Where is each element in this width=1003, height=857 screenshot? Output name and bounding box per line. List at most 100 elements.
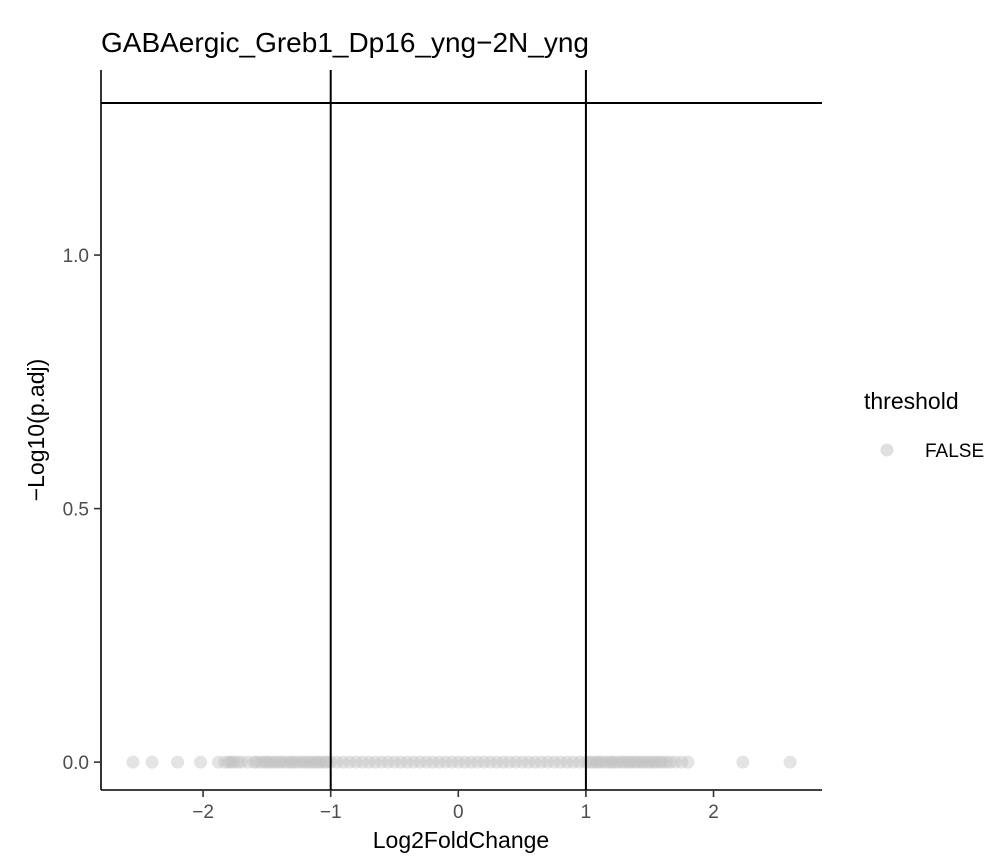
data-point	[553, 755, 567, 769]
data-point	[470, 755, 484, 769]
x-tick-label: −1	[320, 802, 342, 823]
legend-marker-false	[880, 443, 894, 457]
data-point	[419, 755, 433, 769]
data-point	[250, 755, 264, 769]
data-point	[668, 755, 682, 769]
x-tick-label: −2	[192, 802, 214, 823]
y-axis-ticks: 0.0 0.5 1.0	[63, 246, 101, 774]
data-point	[260, 755, 274, 769]
data-point	[663, 755, 677, 769]
data-point	[224, 755, 238, 769]
data-point	[375, 755, 389, 769]
data-point	[285, 755, 299, 769]
data-point	[643, 755, 657, 769]
data-point	[368, 755, 382, 769]
data-point	[458, 755, 472, 769]
data-point	[211, 755, 225, 769]
data-point	[126, 755, 140, 769]
y-axis-title: −Log10(p.adj)	[23, 359, 49, 502]
data-point	[439, 755, 453, 769]
data-point	[426, 755, 440, 769]
data-point	[362, 755, 376, 769]
data-point	[653, 755, 667, 769]
data-point	[655, 755, 669, 769]
data-point	[313, 755, 327, 769]
data-point	[257, 755, 271, 769]
legend-title: threshold	[864, 388, 959, 414]
data-point	[594, 755, 608, 769]
data-point	[292, 755, 306, 769]
legend-label-false: FALSE	[925, 441, 984, 462]
data-point	[381, 755, 395, 769]
data-point	[589, 755, 603, 769]
data-point	[311, 755, 325, 769]
data-point	[247, 755, 261, 769]
data-point	[522, 755, 535, 769]
data-point	[171, 755, 185, 769]
data-point	[305, 755, 319, 769]
data-point	[343, 755, 357, 769]
data-point	[445, 755, 459, 769]
data-point	[231, 755, 245, 769]
data-point	[269, 755, 283, 769]
data-point	[634, 755, 648, 769]
data-point	[356, 755, 370, 769]
data-point	[675, 755, 689, 769]
data-point	[275, 755, 289, 769]
data-point	[296, 755, 310, 769]
data-point	[611, 755, 625, 769]
x-tick-label: 2	[708, 802, 719, 823]
data-point	[547, 755, 561, 769]
data-point	[394, 755, 408, 769]
data-point	[483, 755, 497, 769]
data-point	[659, 755, 673, 769]
data-point	[288, 755, 302, 769]
data-point	[400, 755, 414, 769]
data-point	[283, 755, 297, 769]
data-point	[254, 755, 268, 769]
data-point	[477, 755, 491, 769]
reference-lines	[101, 70, 822, 790]
data-point	[222, 755, 236, 769]
data-point	[515, 755, 529, 769]
data-point	[464, 755, 478, 769]
x-tick-label: 0	[453, 802, 464, 823]
data-point	[649, 755, 663, 769]
data-point	[490, 755, 504, 769]
data-point	[298, 755, 312, 769]
data-point	[273, 755, 287, 769]
data-point	[736, 755, 750, 769]
data-point	[681, 755, 695, 769]
data-point	[560, 755, 574, 769]
data-point	[602, 755, 616, 769]
data-point	[234, 755, 248, 769]
data-point	[330, 755, 344, 769]
data-point	[266, 755, 280, 769]
data-point	[241, 755, 255, 769]
data-point	[566, 755, 580, 769]
data-point	[585, 755, 599, 769]
data-point	[647, 755, 661, 769]
data-point	[640, 755, 654, 769]
plot-title: GABAergic_Greb1_Dp16_yng−2N_yng	[101, 27, 589, 58]
data-point	[388, 755, 401, 769]
data-point	[279, 755, 293, 769]
data-point	[496, 755, 510, 769]
data-point	[617, 755, 631, 769]
data-point	[451, 755, 465, 769]
data-point	[407, 755, 421, 769]
data-point	[262, 755, 276, 769]
data-point	[145, 755, 159, 769]
data-point	[604, 755, 618, 769]
legend: threshold FALSE	[864, 388, 984, 462]
data-points	[126, 755, 797, 769]
data-point	[502, 755, 516, 769]
data-point	[541, 755, 555, 769]
data-point	[621, 755, 635, 769]
data-point	[627, 755, 641, 769]
data-point	[432, 755, 446, 769]
data-point	[598, 755, 612, 769]
y-tick-label: 0.5	[63, 500, 89, 521]
data-point	[528, 755, 542, 769]
